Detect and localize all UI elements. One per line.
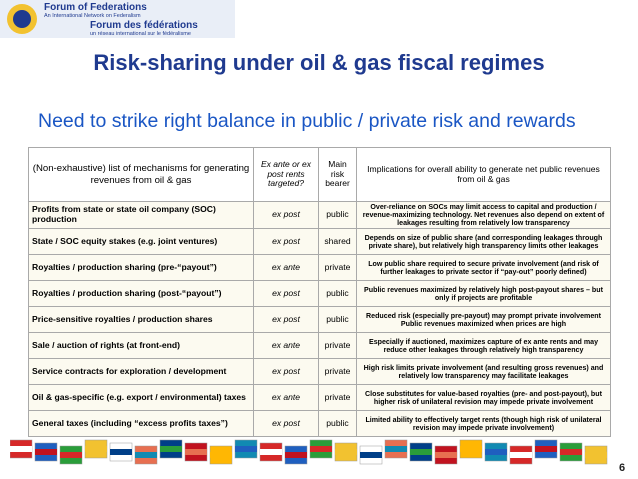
table-row: Royalties / production sharing (pre-“pay… bbox=[28, 254, 611, 282]
table-cell: Reduced risk (especially pre-payout) may… bbox=[356, 306, 611, 334]
logo-icon bbox=[7, 4, 37, 34]
table-cell: (Non-exhaustive) list of mechanisms for … bbox=[28, 147, 254, 202]
table-row: Service contracts for exploration / deve… bbox=[28, 358, 611, 386]
flag-stripe bbox=[160, 446, 182, 452]
table-cell: Price-sensitive royalties / production s… bbox=[28, 306, 254, 334]
table-cell: ex post bbox=[253, 280, 319, 308]
table-cell: ex post bbox=[253, 306, 319, 334]
table-cell: Ex ante or ex post rents targeted? bbox=[253, 147, 319, 202]
table-cell: ex ante bbox=[253, 332, 319, 360]
logo-text: Forum of Federations bbox=[44, 2, 147, 13]
table-cell: Oil & gas-specific (e.g. export / enviro… bbox=[28, 384, 254, 412]
table-cell: ex post bbox=[253, 358, 319, 386]
table-cell: Close substitutes for value-based royalt… bbox=[356, 384, 611, 412]
flag-stripe bbox=[460, 446, 482, 452]
table-row: State / SOC equity stakes (e.g. joint ve… bbox=[28, 228, 611, 256]
table-cell: Sale / auction of rights (at front-end) bbox=[28, 332, 254, 360]
table-cell: Especially if auctioned, maximizes captu… bbox=[356, 332, 611, 360]
flag-stripe bbox=[135, 452, 157, 458]
flag-stripe bbox=[360, 452, 382, 458]
table-cell: Public revenues maximized by relatively … bbox=[356, 280, 611, 308]
table-cell: ex ante bbox=[253, 254, 319, 282]
flag-stripe bbox=[535, 446, 557, 452]
table-cell: private bbox=[318, 384, 357, 412]
table-cell: State / SOC equity stakes (e.g. joint ve… bbox=[28, 228, 254, 256]
table-cell: ex post bbox=[253, 410, 319, 438]
flag-stripe bbox=[10, 446, 32, 452]
table-cell: Profits from state or state oil company … bbox=[28, 200, 254, 230]
logo-text: An International Network on Federalism bbox=[44, 13, 141, 19]
table-cell: Royalties / production sharing (post-“pa… bbox=[28, 280, 254, 308]
table: (Non-exhaustive) list of mechanisms for … bbox=[28, 147, 611, 438]
flag-stripe bbox=[260, 449, 282, 455]
table-cell: private bbox=[318, 332, 357, 360]
table-cell: Service contracts for exploration / deve… bbox=[28, 358, 254, 386]
flag-stripe bbox=[110, 449, 132, 455]
table-cell: shared bbox=[318, 228, 357, 256]
table-cell: public bbox=[318, 306, 357, 334]
subtitle: Need to strike right balance in public /… bbox=[38, 110, 576, 132]
flag-stripe bbox=[435, 452, 457, 458]
table-cell: Over-reliance on SOCs may limit access t… bbox=[356, 200, 611, 230]
table-cell: Main risk bearer bbox=[318, 147, 357, 202]
table-cell: private bbox=[318, 254, 357, 282]
table-row: Profits from state or state oil company … bbox=[28, 200, 611, 230]
table-row: Sale / auction of rights (at front-end) e… bbox=[28, 332, 611, 360]
flag-stripe bbox=[410, 449, 432, 455]
logo: Forum of Federations An International Ne… bbox=[0, 0, 235, 38]
table-cell: Depends on size of public share (and cor… bbox=[356, 228, 611, 256]
table-row: (Non-exhaustive) list of mechanisms for … bbox=[28, 147, 611, 202]
table-row: Oil & gas-specific (e.g. export / enviro… bbox=[28, 384, 611, 412]
table-cell: Implications for overall ability to gene… bbox=[356, 147, 611, 202]
table-cell: Limited ability to effectively target re… bbox=[356, 410, 611, 438]
flag-stripe bbox=[510, 452, 532, 458]
title: Risk-sharing under oil & gas fiscal regi… bbox=[93, 50, 545, 75]
table-cell: ex ante bbox=[253, 384, 319, 412]
flag-stripe bbox=[285, 452, 307, 458]
flag-stripe bbox=[235, 446, 257, 452]
table-row: Royalties / production sharing (post-“pa… bbox=[28, 280, 611, 308]
flag-stripe bbox=[385, 446, 407, 452]
flag-stripe bbox=[35, 449, 57, 455]
table-cell: High risk limits private involvement (an… bbox=[356, 358, 611, 386]
flag-stripe bbox=[485, 449, 507, 455]
flag-stripe bbox=[210, 452, 232, 458]
page-number: 6 bbox=[619, 462, 626, 474]
flag-stripe bbox=[335, 449, 357, 455]
flag-stripe bbox=[185, 449, 207, 455]
flag-stripe bbox=[85, 446, 107, 452]
table-row: General taxes (including “excess profits… bbox=[28, 410, 611, 438]
flag-stripe bbox=[560, 449, 582, 455]
table-cell: ex post bbox=[253, 200, 319, 230]
flag-stripe bbox=[310, 446, 332, 452]
table-cell: Royalties / production sharing (pre-“pay… bbox=[28, 254, 254, 282]
flag-stripe bbox=[585, 452, 607, 458]
table-cell: Low public share required to secure priv… bbox=[356, 254, 611, 282]
table-cell: public bbox=[318, 280, 357, 308]
table-cell: ex post bbox=[253, 228, 319, 256]
flags-strip bbox=[10, 439, 608, 465]
table-row: Price-sensitive royalties / production s… bbox=[28, 306, 611, 334]
table-cell: private bbox=[318, 358, 357, 386]
table-cell: public bbox=[318, 410, 357, 438]
logo-text: Forum des fédérations bbox=[90, 20, 198, 31]
logo-text: un réseau international sur le fédéralis… bbox=[90, 31, 191, 37]
table-cell: public bbox=[318, 200, 357, 230]
flag-stripe bbox=[60, 452, 82, 458]
